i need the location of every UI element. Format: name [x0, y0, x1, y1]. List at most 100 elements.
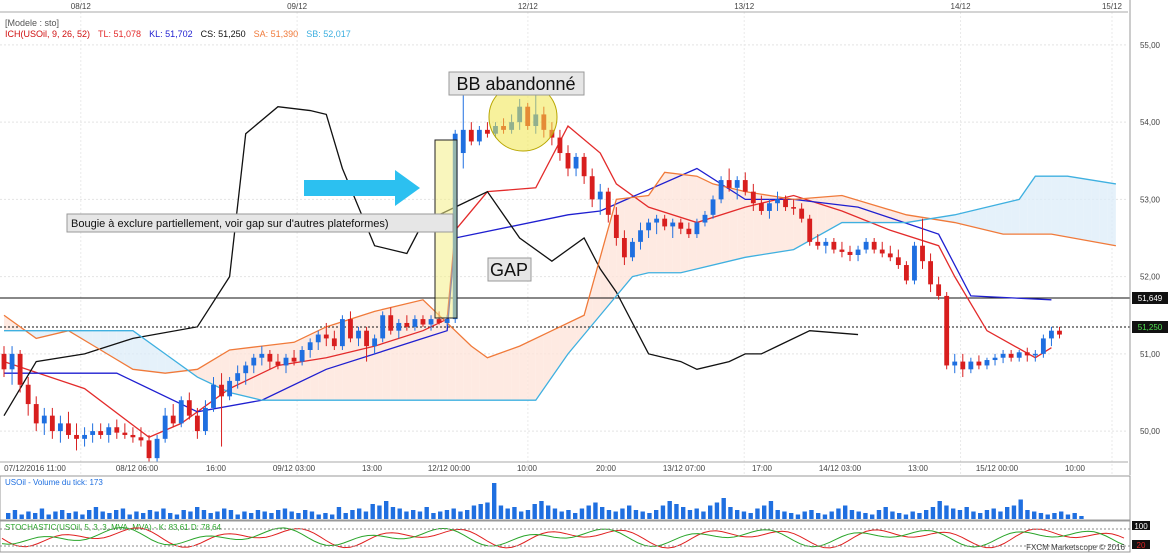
volume-bar — [1018, 499, 1023, 519]
candle-body — [726, 180, 732, 188]
volume-bar — [620, 508, 625, 519]
candle-body — [718, 180, 724, 200]
cloud-segment — [1019, 187, 1028, 235]
volume-bar — [289, 511, 294, 519]
volume-bar — [600, 507, 605, 519]
candle-body — [944, 295, 950, 366]
candle-body — [235, 373, 241, 381]
volume-bar — [944, 505, 949, 519]
candle-body — [203, 407, 208, 432]
candle-body — [1024, 352, 1030, 356]
stoch-scale-100: 100 — [1132, 521, 1150, 531]
volume-bar — [215, 511, 220, 519]
cloud-segment — [414, 299, 423, 401]
candle-body — [57, 423, 63, 432]
cloud-segment — [463, 338, 472, 401]
x-bottom-tick-label: 15/12 00:00 — [976, 464, 1019, 473]
x-bottom-tick-label: 13:00 — [362, 464, 383, 473]
legend: TL: 51,078 KL: 51,702 CS: 51,250 SA: 51,390… — [98, 29, 351, 39]
cloud-segment — [850, 197, 859, 223]
volume-bar — [863, 513, 868, 519]
x-bottom-tick-label: 09/12 03:00 — [273, 464, 316, 473]
volume-bar — [532, 504, 537, 519]
volume-bar — [336, 507, 342, 519]
volume-bar — [1052, 513, 1057, 519]
volume-bar — [876, 510, 882, 519]
cloud-segment — [479, 351, 488, 401]
candle-body — [758, 203, 764, 211]
candle-body — [847, 251, 853, 255]
volume-bar — [100, 511, 105, 519]
candle-body — [307, 342, 313, 350]
volume-bar — [276, 510, 281, 519]
volume-bar — [33, 513, 38, 519]
cloud-segment — [841, 195, 850, 223]
candle-body — [799, 208, 805, 219]
candle-body — [339, 319, 345, 347]
candle-body — [1040, 338, 1046, 354]
volume-bar — [573, 513, 578, 519]
line-kl — [4, 167, 1052, 413]
candle-body — [146, 440, 152, 459]
svg-text:51,649: 51,649 — [1138, 294, 1163, 303]
cloud-segment — [1051, 176, 1060, 236]
candle-body — [348, 319, 353, 339]
volume-bar — [1005, 507, 1010, 519]
cloud-segment — [785, 198, 794, 251]
volume-bar — [687, 510, 693, 519]
volume-bar — [957, 510, 963, 519]
volume-bar — [1025, 510, 1030, 519]
volume-bar — [640, 511, 645, 519]
cloud-segment — [568, 319, 577, 354]
candle-body — [251, 357, 257, 366]
candle-body — [412, 319, 418, 327]
candle-body — [992, 357, 998, 361]
x-top-tick-label: 13/12 — [734, 2, 755, 11]
cloud-segment — [406, 301, 415, 401]
candle-body — [815, 241, 821, 246]
cloud-segment — [1099, 181, 1108, 245]
candle-body — [243, 365, 249, 374]
volume-bar — [26, 511, 31, 519]
candle-body — [74, 434, 79, 439]
gap-label: GAP — [490, 260, 528, 280]
volume-bar — [667, 501, 672, 519]
volume-bar — [903, 514, 909, 519]
volume-bar — [566, 510, 571, 519]
candle-body — [597, 191, 603, 200]
volume-bar — [924, 510, 929, 519]
candle-body — [476, 129, 482, 142]
candle-body — [887, 253, 893, 258]
cloud-segment — [825, 196, 834, 232]
candle-body — [396, 322, 402, 331]
candle-body — [968, 361, 974, 370]
volume-bar — [458, 511, 463, 519]
candle-body — [331, 338, 337, 347]
candle-body — [734, 180, 740, 188]
volume-bar — [971, 511, 976, 519]
candle-body — [436, 319, 442, 323]
volume-bar — [370, 504, 375, 519]
cloud-segment — [1043, 176, 1052, 235]
volume-bar — [654, 510, 659, 519]
volume-bar — [613, 511, 618, 519]
candle-body — [130, 434, 136, 438]
cloud-segment — [721, 185, 730, 264]
x-top-tick-label: 08/12 — [71, 2, 92, 11]
volume-bar — [843, 505, 848, 519]
cloud-segment — [124, 330, 133, 370]
x-top-tick-label: 15/12 — [1102, 2, 1123, 11]
candle-body — [613, 214, 619, 238]
cloud-segment — [286, 342, 295, 401]
volume-bar — [836, 508, 841, 519]
y-tick-label: 52,00 — [1140, 273, 1161, 282]
volume-bar — [795, 514, 801, 519]
line-cs — [3, 106, 859, 416]
candle-body — [557, 137, 563, 154]
candle-body — [9, 353, 15, 370]
volume-bar — [937, 501, 942, 519]
cloud-segment — [833, 195, 842, 228]
volume-bar — [681, 507, 686, 519]
